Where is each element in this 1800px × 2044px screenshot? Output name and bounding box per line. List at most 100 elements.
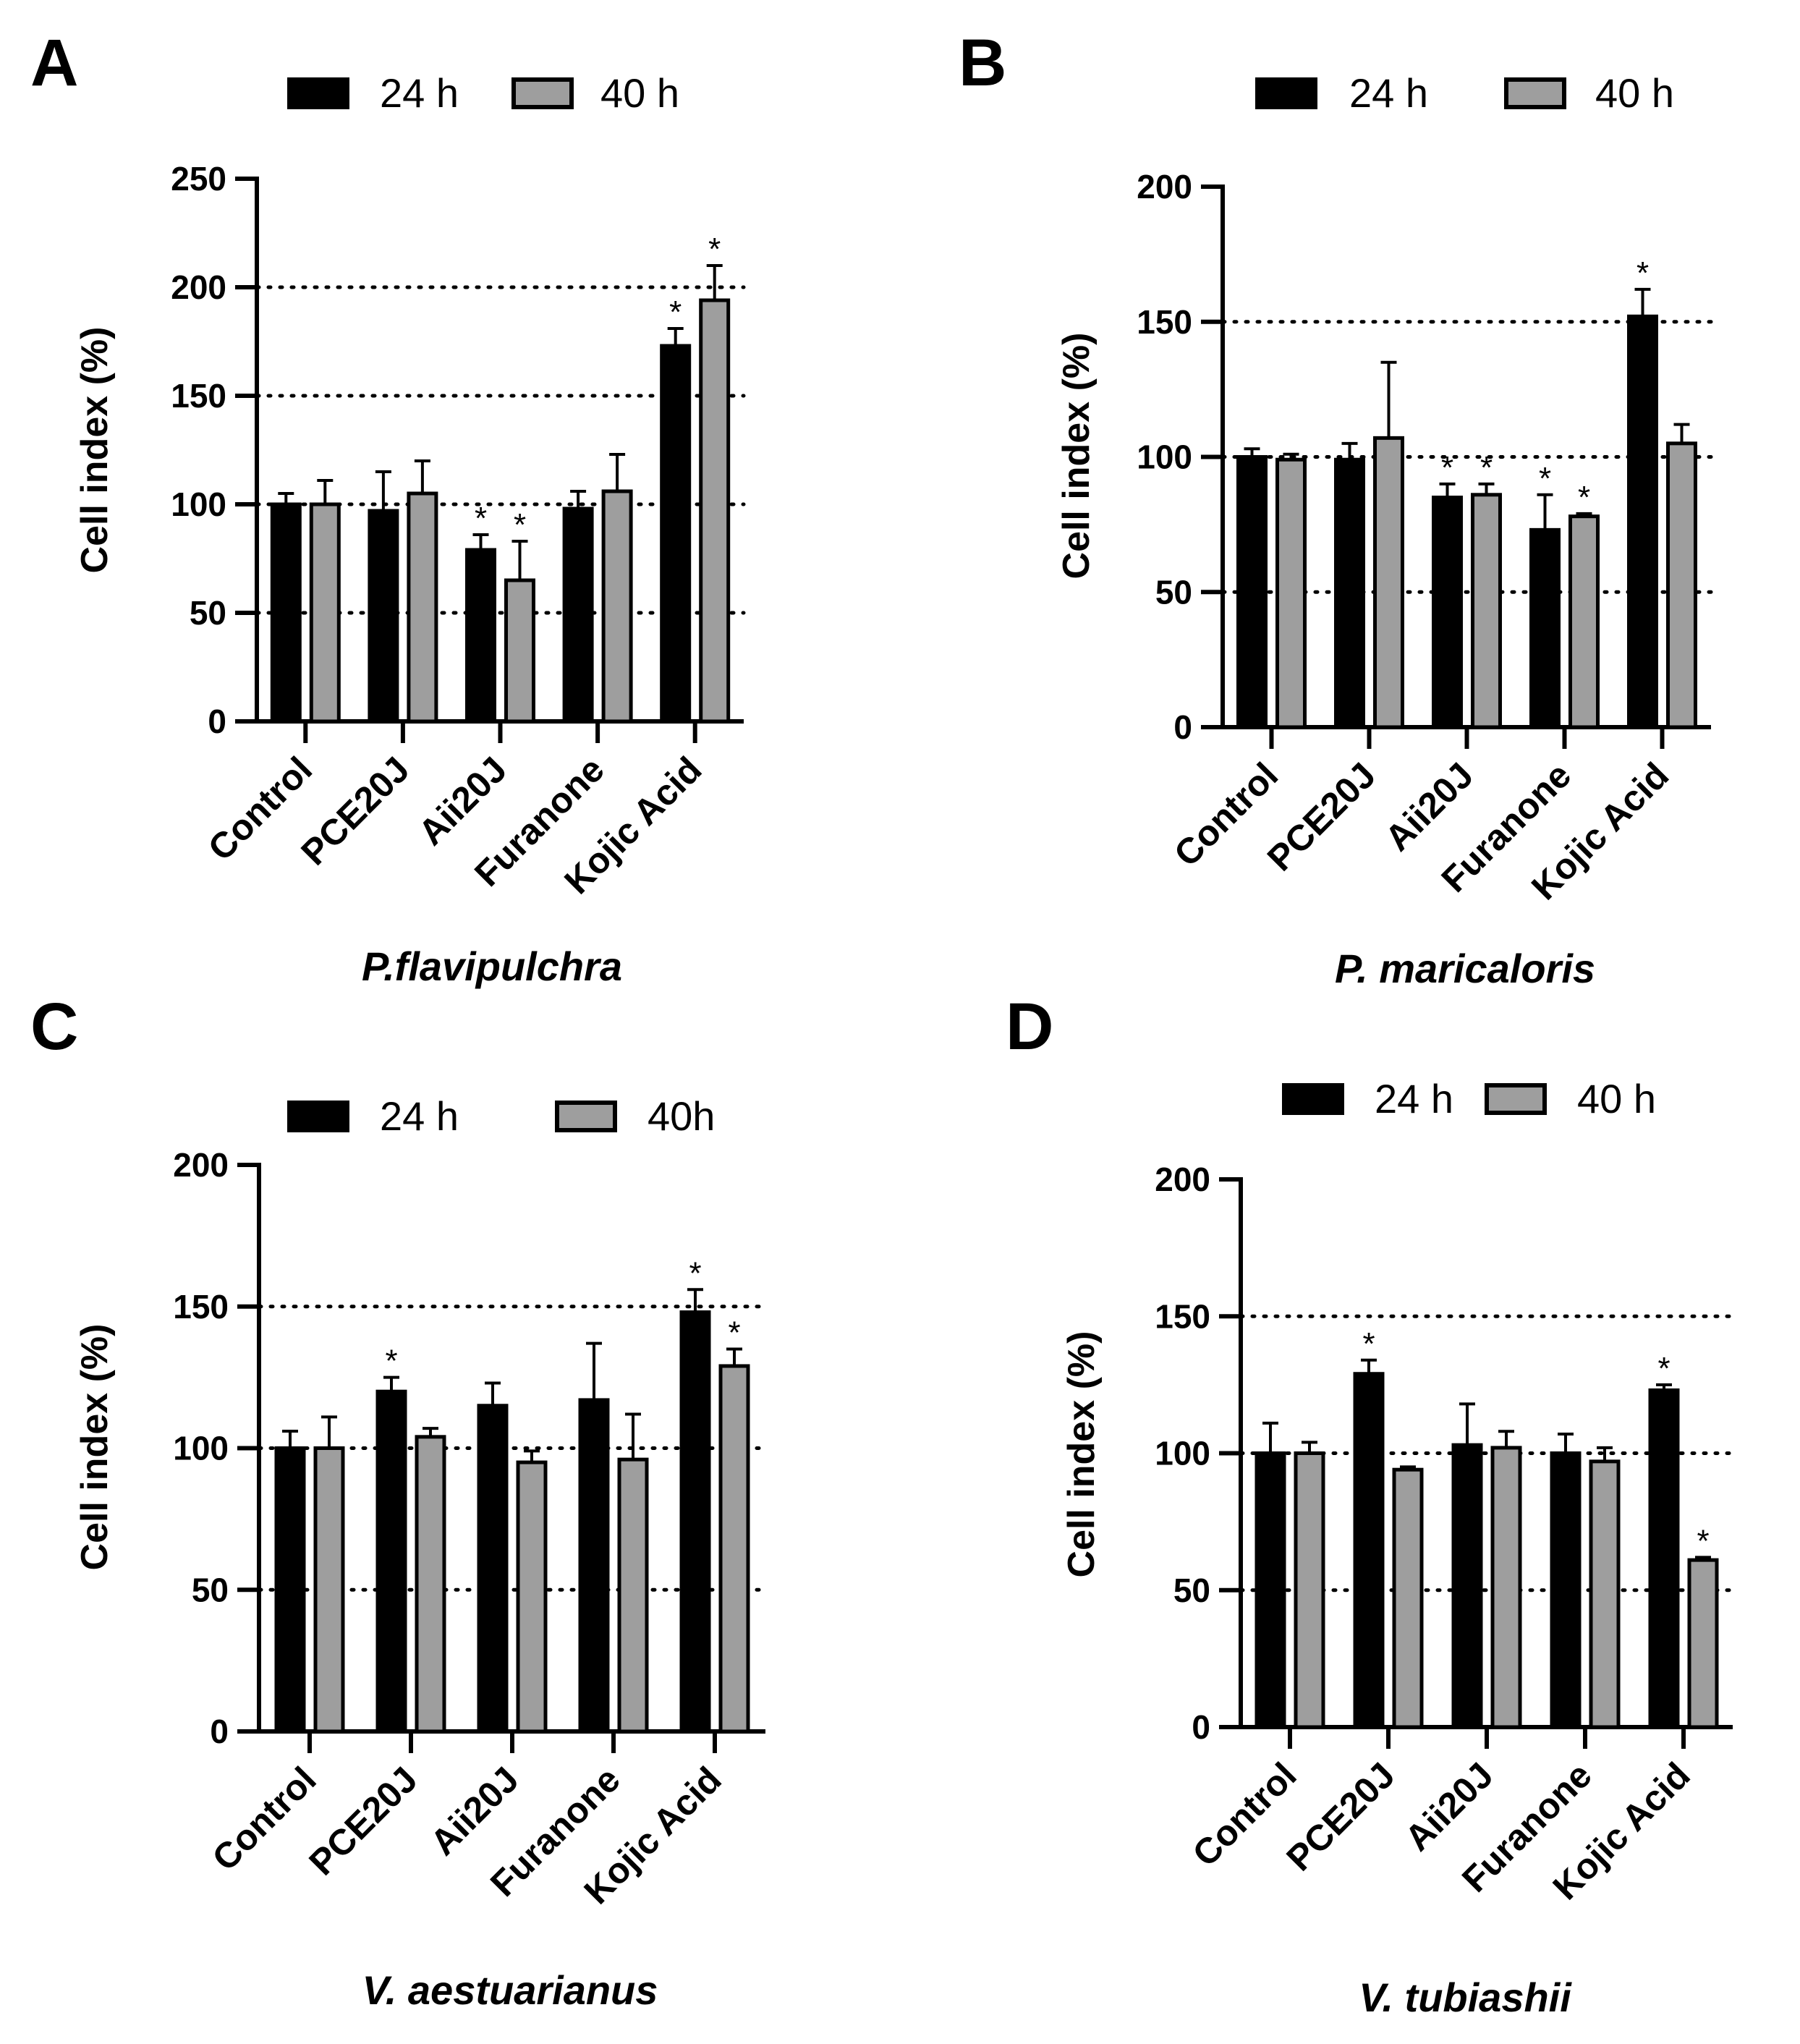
y-tick-label: 200 bbox=[171, 268, 226, 306]
y-tick-label: 50 bbox=[1173, 1572, 1210, 1609]
bar-40h bbox=[1687, 1558, 1719, 1729]
significance-star: * bbox=[669, 294, 682, 330]
bar-24h bbox=[679, 1310, 711, 1734]
legend-swatch-24h bbox=[1255, 77, 1317, 109]
bar-40h bbox=[504, 578, 535, 724]
y-tick-label: 200 bbox=[1155, 1161, 1210, 1198]
bar-24h bbox=[1451, 1443, 1483, 1729]
legend-label: 40 h bbox=[1577, 1076, 1656, 1121]
significance-star: * bbox=[728, 1315, 740, 1350]
y-tick-label: 0 bbox=[208, 703, 226, 740]
bar-40h bbox=[617, 1457, 649, 1734]
bar-40h bbox=[1373, 436, 1404, 729]
y-tick-label: 50 bbox=[1155, 573, 1192, 611]
bar-40h bbox=[415, 1435, 446, 1734]
legend-label: 24 h bbox=[1375, 1076, 1453, 1121]
bar-40h bbox=[1392, 1467, 1424, 1729]
panel-letter: C bbox=[30, 990, 78, 1064]
legend-swatch-40h bbox=[511, 77, 574, 109]
bar-40h bbox=[601, 489, 633, 724]
y-tick-label: 0 bbox=[210, 1713, 229, 1750]
bar-40h bbox=[313, 1446, 345, 1734]
bar-40h bbox=[1666, 441, 1697, 729]
legend-label: 24 h bbox=[380, 70, 459, 116]
y-tick-label: 150 bbox=[171, 377, 226, 415]
bar-40h bbox=[516, 1460, 548, 1734]
bar-24h bbox=[1529, 527, 1561, 729]
y-tick-label: 100 bbox=[1155, 1435, 1210, 1472]
y-tick-label: 100 bbox=[1137, 438, 1192, 476]
bar-40h bbox=[1294, 1451, 1325, 1729]
category-label: Control bbox=[205, 1759, 324, 1878]
bar-40h bbox=[1490, 1446, 1522, 1729]
category-label: PCE20J bbox=[1260, 755, 1383, 878]
y-tick-label: 100 bbox=[173, 1430, 229, 1467]
bar-24h bbox=[1353, 1372, 1385, 1729]
bar-24h bbox=[270, 502, 302, 724]
significance-star: * bbox=[1362, 1326, 1375, 1362]
bar-24h bbox=[477, 1404, 509, 1734]
bar-40h bbox=[309, 502, 341, 724]
legend-swatch-24h bbox=[287, 77, 349, 109]
category-label: PCE20J bbox=[1278, 1755, 1402, 1878]
legend-label: 24 h bbox=[380, 1093, 459, 1139]
y-tick-label: 50 bbox=[190, 594, 226, 632]
chart-panel-c: C 24 h 40h 0 50 100 150 200 Cell index (%) Contro… bbox=[30, 990, 768, 2013]
y-axis-label: Cell index (%) bbox=[74, 1324, 116, 1571]
significance-star: * bbox=[1539, 461, 1551, 496]
y-axis-label: Cell index (%) bbox=[74, 327, 116, 574]
legend-swatch-40h bbox=[1504, 77, 1566, 109]
bar-24h bbox=[1627, 314, 1658, 729]
y-tick-label: 200 bbox=[173, 1146, 229, 1184]
y-tick-label: 200 bbox=[1137, 168, 1192, 205]
significance-star: * bbox=[385, 1344, 397, 1379]
significance-star: * bbox=[1480, 450, 1493, 485]
bar-24h bbox=[578, 1398, 610, 1734]
y-tick-label: 250 bbox=[171, 160, 226, 198]
category-label: PCE20J bbox=[293, 749, 417, 873]
bar-40h bbox=[1568, 514, 1600, 729]
panel-letter: B bbox=[959, 26, 1006, 100]
y-tick-label: 50 bbox=[192, 1571, 229, 1608]
bar-24h bbox=[1550, 1451, 1582, 1729]
bar-24h bbox=[375, 1389, 407, 1734]
panel-title: V. aestuarianus bbox=[362, 1967, 658, 2013]
bar-24h bbox=[660, 344, 692, 724]
significance-star: * bbox=[1578, 480, 1590, 515]
y-tick-label: 0 bbox=[1173, 708, 1192, 746]
y-tick-label: 150 bbox=[1137, 303, 1192, 341]
y-tick-label: 100 bbox=[171, 485, 226, 523]
bar-24h bbox=[1236, 455, 1268, 729]
bar-24h bbox=[1648, 1388, 1680, 1729]
panel-title: P.flavipulchra bbox=[362, 943, 622, 989]
significance-star: * bbox=[1697, 1523, 1709, 1559]
bar-24h bbox=[465, 548, 496, 724]
bar-24h bbox=[1432, 496, 1463, 729]
legend-label: 40 h bbox=[1595, 70, 1674, 116]
panel-letter: A bbox=[30, 26, 78, 100]
significance-star: * bbox=[1636, 255, 1649, 291]
bar-24h bbox=[274, 1446, 306, 1734]
bar-40h bbox=[1275, 457, 1307, 729]
bar-24h bbox=[1255, 1451, 1286, 1729]
legend-label: 24 h bbox=[1349, 70, 1428, 116]
category-label: PCE20J bbox=[301, 1759, 425, 1883]
bar-40h bbox=[1589, 1459, 1621, 1729]
bar-24h bbox=[1334, 457, 1365, 729]
legend-label: 40 h bbox=[600, 70, 679, 116]
significance-star: * bbox=[475, 501, 487, 536]
significance-star: * bbox=[708, 232, 721, 267]
y-tick-label: 0 bbox=[1192, 1708, 1210, 1746]
bar-40h bbox=[718, 1364, 750, 1734]
significance-star: * bbox=[1657, 1351, 1670, 1386]
panel-letter: D bbox=[1006, 990, 1053, 1064]
legend-swatch-24h bbox=[1282, 1083, 1344, 1115]
legend-swatch-40h bbox=[1485, 1083, 1547, 1115]
bar-40h bbox=[407, 491, 438, 724]
legend-swatch-24h bbox=[287, 1101, 349, 1132]
bar-24h bbox=[368, 509, 399, 724]
